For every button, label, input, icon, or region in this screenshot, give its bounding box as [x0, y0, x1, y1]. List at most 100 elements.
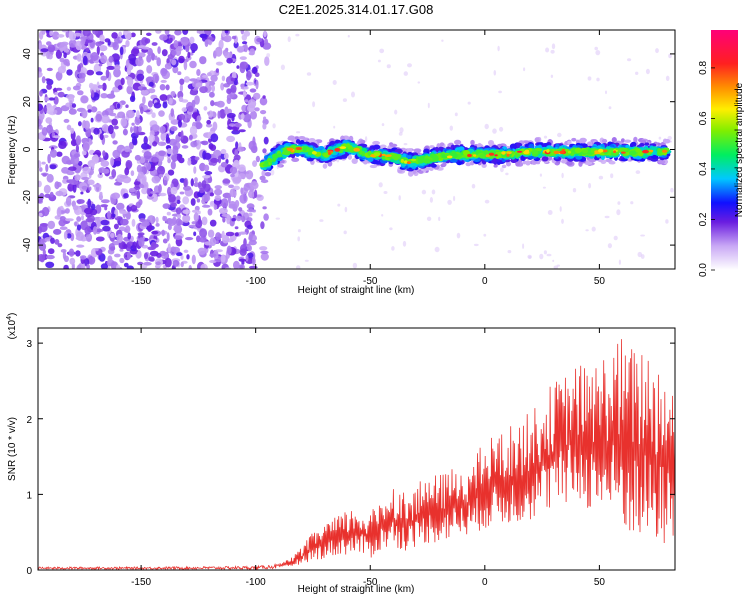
spectrogram-noise-mark — [63, 52, 67, 59]
spectrogram-noise-mark — [113, 125, 119, 130]
spectrogram-noise-mark — [224, 30, 229, 34]
spectrogram-noise-mark — [116, 103, 121, 109]
spectrogram-noise-mark — [497, 45, 500, 52]
spectrogram-noise-mark — [49, 149, 58, 158]
spectrogram-noise-mark — [43, 184, 51, 194]
spectrogram-noise-mark — [117, 111, 126, 119]
spectrogram-peak-mark — [353, 148, 361, 152]
spectrogram-noise-mark — [226, 88, 232, 95]
spectrogram-noise-mark — [199, 187, 205, 194]
spectrogram-noise-mark — [128, 187, 136, 193]
spectrogram-noise-mark — [110, 90, 115, 96]
spectrogram-noise-mark — [111, 118, 118, 126]
spectrogram-noise-mark — [150, 191, 157, 194]
spectrogram-noise-mark — [220, 82, 225, 91]
spectrogram-noise-mark — [218, 207, 228, 215]
spectrogram-ridge-mark — [605, 158, 612, 163]
spectrogram-noise-mark — [116, 202, 125, 211]
spectrogram-ridge-mark — [463, 147, 469, 151]
spectrogram-noise-mark — [169, 37, 173, 42]
spectrogram-noise-mark — [45, 117, 53, 124]
spectrogram-noise-mark — [212, 121, 218, 131]
spectrogram-noise-mark — [48, 97, 55, 101]
spectrogram-ridge-mark — [451, 152, 458, 159]
spectrogram-peak-mark — [506, 153, 510, 157]
spectrogram-noise-mark — [539, 173, 543, 177]
spectrogram-noise-mark — [170, 202, 177, 208]
spectrogram-ridge-mark — [635, 149, 642, 153]
spectrogram-noise-mark — [224, 106, 229, 115]
spectrogram-ridge-mark — [644, 142, 650, 146]
spectrogram-noise-mark — [238, 231, 247, 235]
spectrogram-noise-mark — [98, 167, 107, 174]
snr-panel: -150 -100 -50 0 50 0 1 2 3 Height of straight l… — [6, 313, 676, 595]
spectrogram-noise-mark — [201, 140, 209, 146]
spectrogram-noise-mark — [467, 101, 471, 105]
spectrogram-ridge-mark — [439, 142, 445, 147]
spectrogram-noise-mark — [88, 82, 94, 89]
spectrogram-noise-mark — [106, 65, 116, 70]
spectrogram-ridge-mark — [379, 144, 387, 149]
spectrogram-noise-mark — [190, 198, 196, 206]
spectrogram-noise-mark — [168, 117, 175, 121]
spectrogram-noise-mark — [403, 143, 408, 146]
spectrogram-noise-mark — [198, 181, 202, 188]
spectrogram-noise-mark — [124, 167, 130, 176]
spectrogram-noise-mark — [188, 265, 192, 269]
spectrogram-ridge-mark — [369, 164, 378, 169]
spectrogram-noise-mark — [176, 199, 181, 204]
spectrogram-noise-mark — [228, 126, 233, 130]
spectrogram-noise-mark — [189, 36, 195, 44]
spectrogram-noise-mark — [557, 132, 562, 138]
spectrogram-noise-mark — [667, 135, 672, 141]
spectrogram-noise-mark — [43, 106, 48, 113]
spectrogram-noise-mark — [225, 231, 235, 237]
spectrogram-noise-mark — [102, 150, 106, 157]
spectrogram-noise-mark — [113, 223, 119, 230]
spectrogram-noise-mark — [493, 70, 497, 76]
spectrogram-noise-mark — [240, 187, 244, 195]
spectrogram-noise-mark — [500, 167, 504, 173]
spectrogram-noise-mark — [248, 212, 253, 217]
spectrogram-noise-mark — [234, 200, 240, 208]
spectrogram-noise-mark — [193, 182, 200, 188]
spectrogram-noise-mark — [78, 72, 86, 79]
spectrogram-noise-mark — [189, 60, 197, 69]
spectrogram-y-tick-label: -20 — [22, 190, 33, 205]
spectrogram-noise-mark — [203, 164, 210, 172]
spectrogram-noise-mark — [38, 160, 42, 169]
spectrogram-ridge-mark — [291, 157, 300, 162]
spectrogram-noise-mark — [66, 233, 72, 239]
spectrogram-noise-mark — [181, 107, 187, 112]
spectrogram-ridge-mark — [397, 169, 403, 173]
spectrogram-noise-mark — [56, 207, 62, 218]
spectrogram-noise-mark — [547, 210, 553, 215]
spectrogram-noise-mark — [193, 166, 197, 174]
spectrogram-noise-mark — [137, 52, 146, 58]
spectrogram-noise-mark — [151, 124, 160, 132]
spectrogram-peak-mark — [488, 152, 495, 156]
spectrogram-noise-mark — [114, 64, 121, 71]
spectrogram-ridge-mark — [620, 138, 625, 143]
spectrogram-noise-mark — [155, 216, 159, 224]
spectrogram-noise-mark — [97, 84, 104, 89]
spectrogram-noise-mark — [109, 104, 115, 111]
spectrogram-noise-mark — [255, 155, 260, 163]
spectrogram-noise-mark — [242, 41, 248, 45]
spectrogram-noise-mark — [222, 216, 226, 223]
spectrogram-noise-mark — [594, 46, 598, 51]
spectrogram-noise-mark — [244, 99, 249, 103]
spectrogram-ridge-mark — [442, 161, 447, 167]
spectrogram-noise-mark — [148, 81, 154, 87]
spectrogram-noise-mark — [259, 246, 268, 251]
spectrogram-noise-mark — [174, 30, 182, 36]
spectrogram-noise-mark — [126, 77, 134, 87]
spectrogram-noise-mark — [655, 48, 659, 54]
spectrogram-noise-mark — [178, 113, 186, 120]
spectrogram-noise-mark — [54, 91, 59, 96]
spectrogram-peak-mark — [473, 154, 477, 157]
spectrogram-noise-mark — [102, 225, 111, 232]
spectrogram-noise-mark — [264, 38, 268, 45]
spectrogram-noise-mark — [236, 65, 240, 69]
spectrogram-noise-mark — [665, 219, 669, 224]
